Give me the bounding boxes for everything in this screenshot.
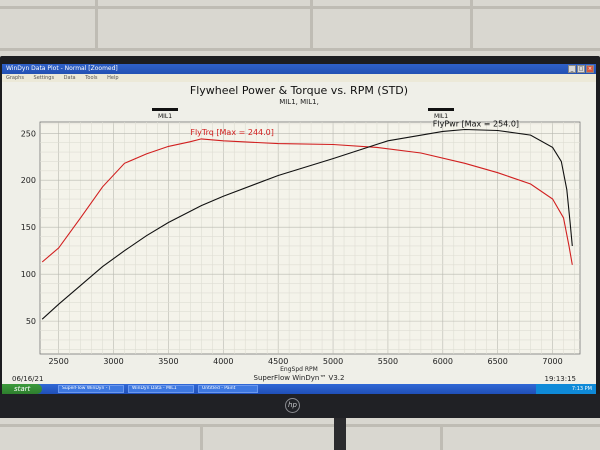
monitor-bezel: hp xyxy=(0,394,600,418)
run-date: 06/16/21 xyxy=(12,375,44,383)
taskbar: start SuperFlow WinDyn - [ WinDyn Data -… xyxy=(2,384,596,394)
monitor-stand xyxy=(334,418,346,450)
maximize-button[interactable]: □ xyxy=(577,65,585,73)
x-tick-label: 7000 xyxy=(542,357,562,364)
marker-label: MIL1 xyxy=(433,113,449,120)
menu-bar: Graphs Settings Data Tools Help xyxy=(2,74,596,82)
run-marker-2: MIL1 xyxy=(426,108,456,120)
x-tick-label: 5000 xyxy=(323,357,343,364)
start-button[interactable]: start xyxy=(2,384,42,394)
menu-graphs[interactable]: Graphs xyxy=(6,75,24,81)
menu-data[interactable]: Data xyxy=(63,75,76,81)
run-marker-1: MIL1 xyxy=(150,108,180,120)
y-tick-label: 200 xyxy=(21,176,36,185)
marker-label: MIL1 xyxy=(157,113,173,120)
x-tick-label: 4500 xyxy=(268,357,288,364)
x-tick-label: 6500 xyxy=(488,357,508,364)
marker-bar xyxy=(428,108,454,111)
series-line-flytrq xyxy=(41,138,573,265)
screen: WinDyn Data Plot - Normal [Zoomed] _ □ ×… xyxy=(2,64,596,394)
window-titlebar[interactable]: WinDyn Data Plot - Normal [Zoomed] _ □ × xyxy=(2,64,596,74)
menu-help[interactable]: Help xyxy=(107,75,119,81)
x-tick-label: 6000 xyxy=(433,357,453,364)
window-title: WinDyn Data Plot - Normal [Zoomed] xyxy=(6,65,118,72)
series-line-flypwr xyxy=(41,128,573,320)
brand-logo: hp xyxy=(285,398,300,413)
torque-max-label: FlyTrq [Max = 244.0] xyxy=(190,128,274,137)
program-name: SuperFlow WinDyn™ V3.2 xyxy=(253,374,345,382)
x-tick-label: 2500 xyxy=(48,357,68,364)
power-max-label: FlyPwr [Max = 254.0] xyxy=(433,120,519,129)
x-axis-label: EngSpd RPM xyxy=(280,366,318,373)
y-tick-label: 100 xyxy=(21,270,36,279)
taskbar-item[interactable]: Untitled - Paint xyxy=(198,385,258,393)
plot-area xyxy=(39,121,581,355)
taskbar-item[interactable]: WinDyn Data - MIL1 xyxy=(128,385,194,393)
menu-tools[interactable]: Tools xyxy=(85,75,98,81)
x-tick-label: 3500 xyxy=(158,357,178,364)
y-tick-label: 50 xyxy=(26,317,36,326)
close-button[interactable]: × xyxy=(586,65,594,73)
x-tick-label: 5500 xyxy=(378,357,398,364)
minimize-button[interactable]: _ xyxy=(568,65,576,73)
y-tick-label: 150 xyxy=(21,223,36,232)
x-tick-label: 3000 xyxy=(103,357,123,364)
marker-bar xyxy=(152,108,178,111)
y-tick-label: 250 xyxy=(21,129,36,138)
x-tick-label: 4000 xyxy=(213,357,233,364)
system-tray-clock: 7:13 PM xyxy=(536,384,596,394)
power-torque-chart: 50 100 150 200 250 2500 3000 3500 4000 4500 5000 55… xyxy=(21,120,581,364)
chart-title: Flywheel Power & Torque vs. RPM (STD) xyxy=(189,84,409,97)
chart-subtitle: MIL1, MIL1, xyxy=(279,98,319,106)
taskbar-item[interactable]: SuperFlow WinDyn - [ xyxy=(58,385,124,393)
menu-settings[interactable]: Settings xyxy=(33,75,55,81)
run-time: 19:13:15 xyxy=(544,375,576,383)
